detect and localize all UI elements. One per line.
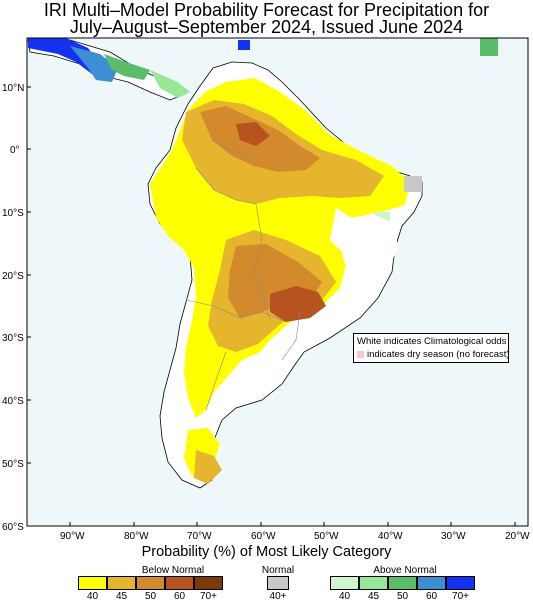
below-normal-label: Below Normal — [141, 565, 205, 576]
title-line-1: IRI Multi–Model Probability Forecast for… — [43, 0, 490, 20]
above-normal-45-nw — [150, 70, 190, 98]
below-tick-0: 40 — [86, 591, 99, 602]
lat-label-20s: 20°S — [2, 271, 24, 282]
below-tick-3: 60 — [173, 591, 186, 602]
lat-label-30s: 30°S — [2, 333, 24, 344]
longitude-axis: 90°W 80°W 70°W 60°W 50°W 40°W 30°W 20°W — [60, 522, 530, 542]
below-swatch-0 — [78, 576, 107, 590]
note-line-1: White indicates Climatological odds — [357, 336, 507, 347]
lon-label-50w: 50°W — [314, 531, 339, 542]
above-normal-60-nw — [70, 46, 118, 82]
below-swatch-1 — [107, 576, 136, 590]
below-tick-1: 45 — [115, 591, 128, 602]
lon-label-20w: 20°W — [505, 531, 530, 542]
below-normal-60-area — [270, 286, 326, 322]
lon-label-30w: 30°W — [441, 531, 466, 542]
above-normal-70-nw — [28, 38, 100, 74]
title-line-2: July–August–September 2024, Issued June … — [69, 17, 464, 37]
below-normal-45-south — [194, 450, 222, 484]
above-normal-50-atlantic — [480, 38, 498, 56]
latitude-axis: 10°N 0° 10°S 20°S 30°S 40°S 50°S 60°S — [2, 83, 31, 533]
below-tick-4: 70+ — [200, 591, 217, 602]
normal-tick-0: 40+ — [269, 591, 287, 602]
lat-label-50s: 50°S — [2, 459, 24, 470]
above-tick-3: 60 — [425, 591, 438, 602]
above-swatch-3 — [417, 576, 446, 590]
below-swatch-3 — [165, 576, 194, 590]
above-normal-label: Above Normal — [373, 565, 437, 576]
below-swatch-4 — [194, 576, 223, 590]
country-borders — [185, 139, 301, 411]
lon-label-60w: 60°W — [251, 531, 276, 542]
dry-season-swatch — [357, 350, 364, 358]
lon-label-90w: 90°W — [60, 531, 85, 542]
note-line-2: indicates dry season (no forecast) — [367, 349, 510, 360]
map-frame — [26, 37, 529, 527]
above-tick-4: 70+ — [452, 591, 469, 602]
normal-40-patch — [404, 176, 422, 192]
lat-label-60s: 60°S — [2, 522, 24, 533]
lon-label-40w: 40°W — [378, 531, 403, 542]
normal-swatch-0 — [267, 576, 289, 590]
above-normal-70-caribbean — [238, 40, 250, 50]
above-normal-50-nw — [104, 54, 150, 80]
lat-label-10s: 10°S — [2, 208, 24, 219]
below-swatch-2 — [136, 576, 165, 590]
normal-label: Normal — [261, 565, 295, 576]
climatology-note: White indicates Climatological odds indi… — [353, 333, 510, 363]
above-tick-1: 45 — [367, 591, 380, 602]
lon-label-70w: 70°W — [187, 531, 212, 542]
climatology-white-region — [340, 214, 398, 292]
above-tick-0: 40 — [338, 591, 351, 602]
colorbar-title: Probability (%) of Most Likely Category — [141, 544, 392, 560]
lat-label-0: 0° — [10, 145, 20, 156]
above-swatch-4 — [446, 576, 475, 590]
above-swatch-1 — [359, 576, 388, 590]
above-swatch-2 — [388, 576, 417, 590]
below-normal-60-north — [236, 122, 270, 146]
below-tick-2: 50 — [144, 591, 157, 602]
note-line-2-row: indicates dry season (no forecast) — [357, 348, 510, 361]
climatology-white-south — [224, 366, 268, 404]
lat-label-10n: 10°N — [2, 83, 24, 94]
above-swatch-0 — [330, 576, 359, 590]
above-tick-2: 50 — [396, 591, 409, 602]
lat-label-40s: 40°S — [2, 396, 24, 407]
lon-label-80w: 80°W — [124, 531, 149, 542]
